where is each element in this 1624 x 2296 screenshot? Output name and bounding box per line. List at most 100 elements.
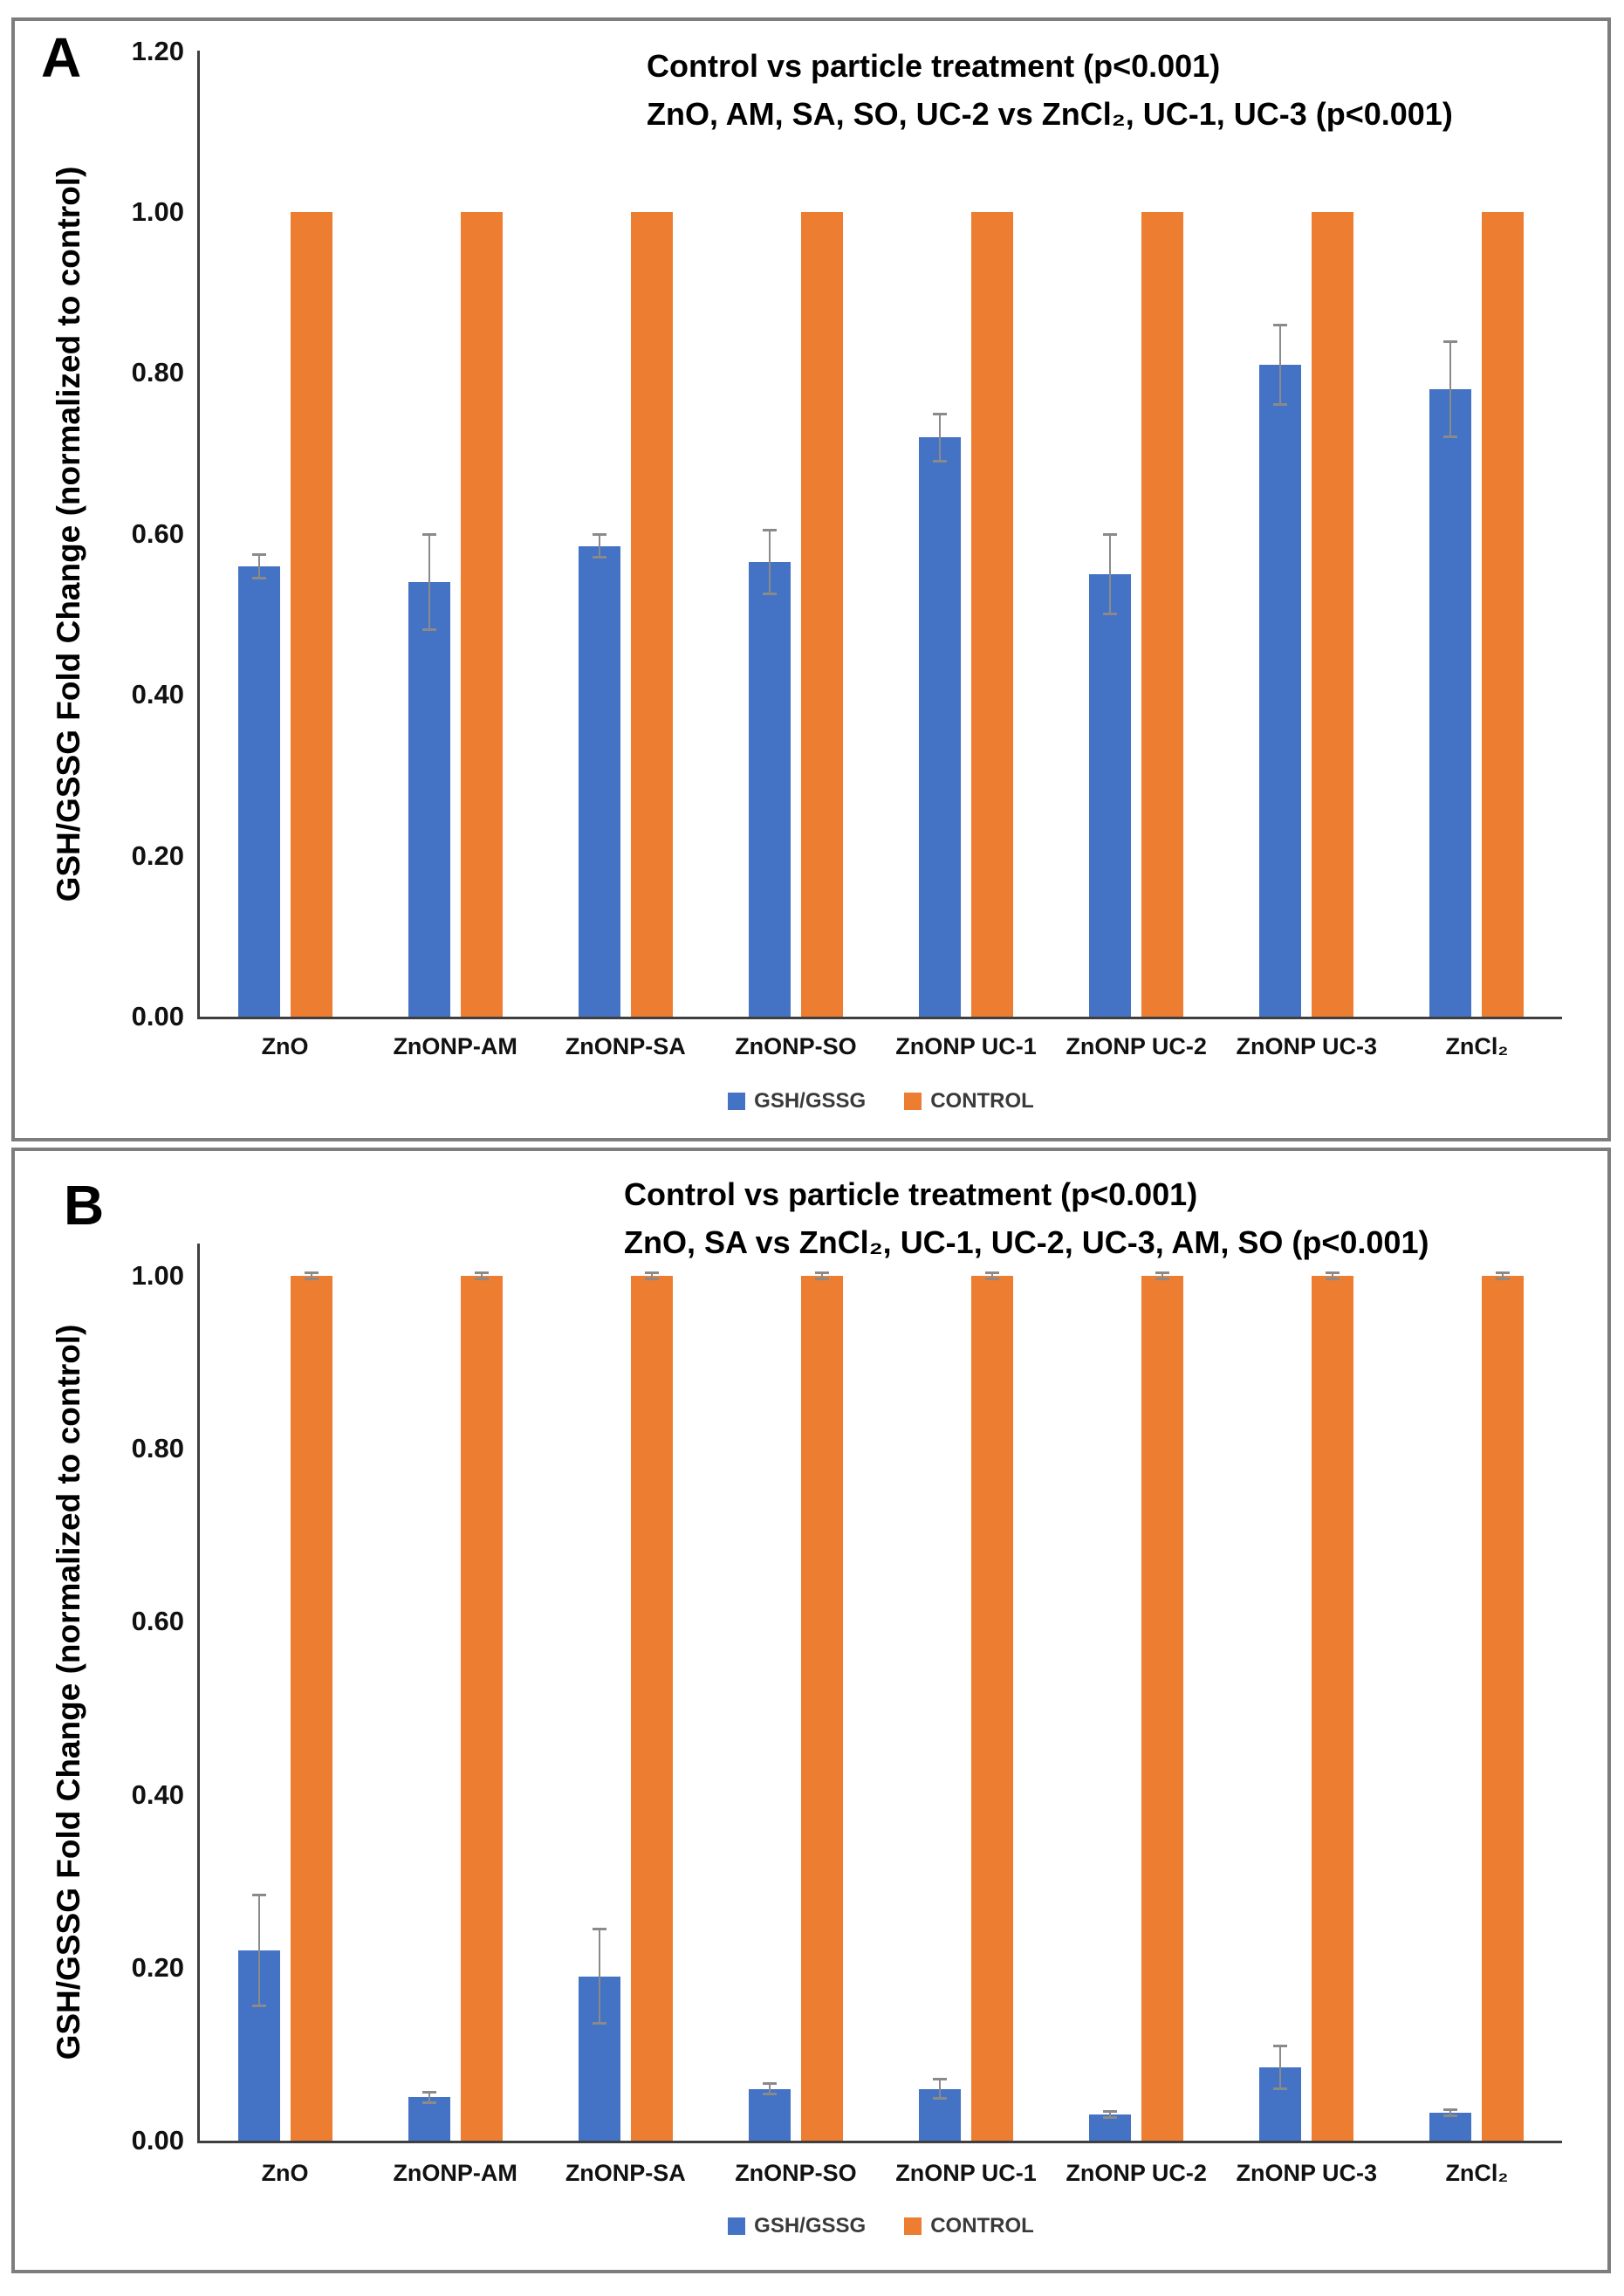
control-bar bbox=[971, 212, 1014, 1017]
treatment-bar bbox=[237, 565, 280, 1017]
x-axis-label: ZnONP-AM bbox=[393, 1033, 517, 1059]
x-axis-line bbox=[197, 1017, 1562, 1019]
treatment-bar bbox=[1089, 573, 1132, 1017]
error-bar-cap-bottom bbox=[592, 556, 606, 559]
treatment-bar bbox=[748, 2088, 791, 2141]
y-tick-label: 0.20 bbox=[131, 840, 184, 871]
x-axis-label: ZnCl₂ bbox=[1445, 2160, 1509, 2186]
legend: GSH/GSSG CONTROL bbox=[200, 1089, 1562, 1114]
error-bar-line bbox=[1109, 2111, 1112, 2119]
panel-a: A Control vs particle treatment (p<0.001… bbox=[11, 17, 1611, 1141]
x-axis-label: ZnONP UC-3 bbox=[1236, 1033, 1378, 1059]
error-bar-cap-top bbox=[814, 1271, 829, 1275]
error-bar-cap-bottom bbox=[933, 459, 948, 463]
error-bar-cap-top bbox=[1496, 1271, 1511, 1275]
error-bar-cap-bottom bbox=[762, 2093, 777, 2096]
control-legend-swatch bbox=[904, 2217, 922, 2235]
control-bar bbox=[460, 1276, 503, 2141]
x-axis-label: ZnONP-SO bbox=[735, 2160, 857, 2186]
error-bar-cap-bottom bbox=[1155, 1277, 1170, 1280]
error-bar-cap-top bbox=[1103, 2110, 1118, 2114]
error-bar-cap-top bbox=[592, 532, 606, 536]
error-bar-cap-bottom bbox=[1273, 403, 1288, 407]
error-bar-line bbox=[480, 1272, 483, 1279]
error-bar-cap-top bbox=[251, 552, 266, 556]
error-bar-cap-bottom bbox=[814, 1277, 829, 1280]
treatment-legend-swatch bbox=[728, 2217, 746, 2235]
y-tick-label: 0.60 bbox=[131, 1606, 184, 1637]
y-tick-label: 0.40 bbox=[131, 1779, 184, 1810]
error-bar-cap-bottom bbox=[421, 628, 436, 632]
error-bar-cap-bottom bbox=[1496, 1277, 1511, 1280]
x-axis-label: ZnONP-AM bbox=[393, 2160, 517, 2186]
error-bar-cap-bottom bbox=[421, 2101, 436, 2105]
error-bar-cap-top bbox=[933, 2077, 948, 2080]
x-axis-label: ZnCl₂ bbox=[1445, 1033, 1509, 1059]
error-bar-cap-bottom bbox=[1443, 435, 1458, 439]
control-bar bbox=[1141, 1276, 1184, 2141]
y-axis-line bbox=[197, 51, 200, 1019]
control-bar bbox=[290, 212, 332, 1017]
panel-a-title-line1: Control vs particle treatment (p<0.001) bbox=[647, 48, 1221, 84]
error-bar-line bbox=[1449, 2109, 1452, 2117]
error-bar-cap-bottom bbox=[644, 1277, 659, 1280]
error-bar-cap-top bbox=[985, 1271, 1000, 1275]
panel-a-title-line2: ZnO, AM, SA, SO, UC-2 vs ZnCl₂, UC-1, UC… bbox=[647, 96, 1453, 132]
y-axis-line bbox=[197, 1244, 200, 2143]
error-bar-cap-top bbox=[762, 2081, 777, 2085]
error-bar-cap-bottom bbox=[1103, 613, 1118, 615]
error-bar-cap-top bbox=[933, 412, 948, 415]
control-bar bbox=[800, 1276, 843, 2141]
error-bar-line bbox=[428, 533, 430, 631]
panel-b-plot-area: 0.00 0.20 0.40 0.60 0.80 1.00 ZnO ZnONP-AM ZnONP… bbox=[15, 1151, 1607, 2270]
error-bar-cap-top bbox=[762, 529, 777, 532]
error-bar-cap-top bbox=[1103, 532, 1118, 536]
legend-item: CONTROL bbox=[904, 2214, 1034, 2238]
treatment-legend-swatch bbox=[728, 1093, 746, 1110]
legend-label: CONTROL bbox=[930, 2214, 1034, 2238]
error-bar-line bbox=[310, 1272, 312, 1279]
legend-label: GSH/GSSG bbox=[754, 1089, 867, 1113]
error-bar-line bbox=[257, 553, 260, 579]
control-bar bbox=[971, 1276, 1014, 2141]
panel-a-letter: A bbox=[41, 26, 82, 89]
panel-b-title-line2: ZnO, SA vs ZnCl₂, UC-1, UC-2, UC-3, AM, … bbox=[624, 1224, 1429, 1260]
legend-label: CONTROL bbox=[930, 1089, 1034, 1113]
x-axis-label: ZnONP-SO bbox=[735, 1033, 857, 1059]
x-axis-label: ZnONP UC-2 bbox=[1066, 1033, 1207, 1059]
x-axis-label: ZnO bbox=[261, 2160, 309, 2186]
error-bar-line bbox=[1279, 2045, 1282, 2089]
control-bar bbox=[290, 1276, 332, 2141]
y-tick-label: 0.00 bbox=[131, 2125, 184, 2155]
x-axis-label: ZnONP UC-2 bbox=[1066, 2160, 1207, 2186]
error-bar-cap-bottom bbox=[304, 1277, 319, 1280]
error-bar-cap-top bbox=[644, 1271, 659, 1275]
legend-label: GSH/GSSG bbox=[754, 2214, 867, 2238]
error-bar-line bbox=[1161, 1272, 1164, 1279]
error-bar-cap-bottom bbox=[933, 2097, 948, 2101]
treatment-bar bbox=[1089, 2114, 1132, 2141]
error-bar-line bbox=[1502, 1272, 1504, 1279]
y-tick-label: 1.20 bbox=[131, 35, 184, 66]
error-bar-line bbox=[1449, 340, 1452, 438]
treatment-bar bbox=[408, 2097, 450, 2141]
y-tick-label: 0.80 bbox=[131, 1433, 184, 1464]
control-bar bbox=[1312, 1276, 1354, 2141]
treatment-bar bbox=[748, 562, 791, 1017]
error-bar-cap-top bbox=[1443, 2108, 1458, 2112]
error-bar-line bbox=[598, 1929, 600, 2025]
error-bar-cap-bottom bbox=[1273, 2087, 1288, 2090]
treatment-bar bbox=[578, 545, 620, 1017]
error-bar-line bbox=[820, 1272, 823, 1279]
treatment-bar bbox=[1429, 2113, 1472, 2141]
error-bar-line bbox=[1332, 1272, 1334, 1279]
error-bar-cap-top bbox=[1443, 339, 1458, 343]
legend-item: CONTROL bbox=[904, 1089, 1034, 1114]
x-axis-label: ZnO bbox=[261, 1033, 309, 1059]
treatment-bar bbox=[408, 582, 450, 1017]
y-tick-label: 0.00 bbox=[131, 1001, 184, 1031]
error-bar-cap-bottom bbox=[251, 2005, 266, 2008]
control-bar bbox=[1141, 212, 1184, 1017]
treatment-bar bbox=[919, 437, 962, 1017]
error-bar-cap-top bbox=[421, 532, 436, 536]
